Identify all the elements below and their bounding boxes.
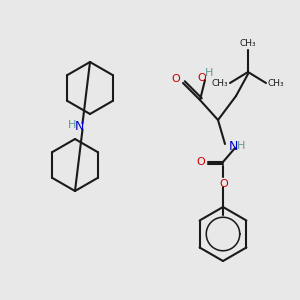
Text: H: H [68,121,77,130]
Text: CH₃: CH₃ [240,40,256,49]
Text: CH₃: CH₃ [212,79,228,88]
Text: O: O [172,74,180,84]
Text: N: N [228,140,238,152]
Text: O: O [196,157,206,167]
Text: O: O [198,73,206,83]
Text: H: H [237,141,245,151]
Text: N: N [75,120,84,133]
Text: O: O [220,179,228,189]
Text: CH₃: CH₃ [268,79,284,88]
Text: H: H [205,68,213,78]
